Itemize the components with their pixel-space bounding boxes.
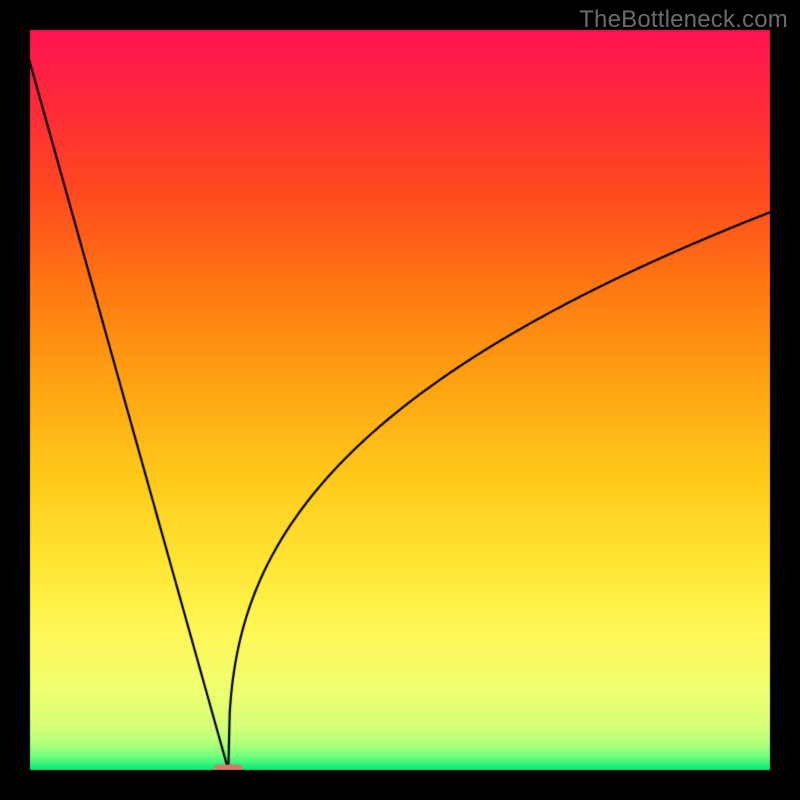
bottleneck-chart-canvas: [0, 0, 800, 800]
chart-container: TheBottleneck.com: [0, 0, 800, 800]
watermark-text: TheBottleneck.com: [579, 6, 788, 34]
